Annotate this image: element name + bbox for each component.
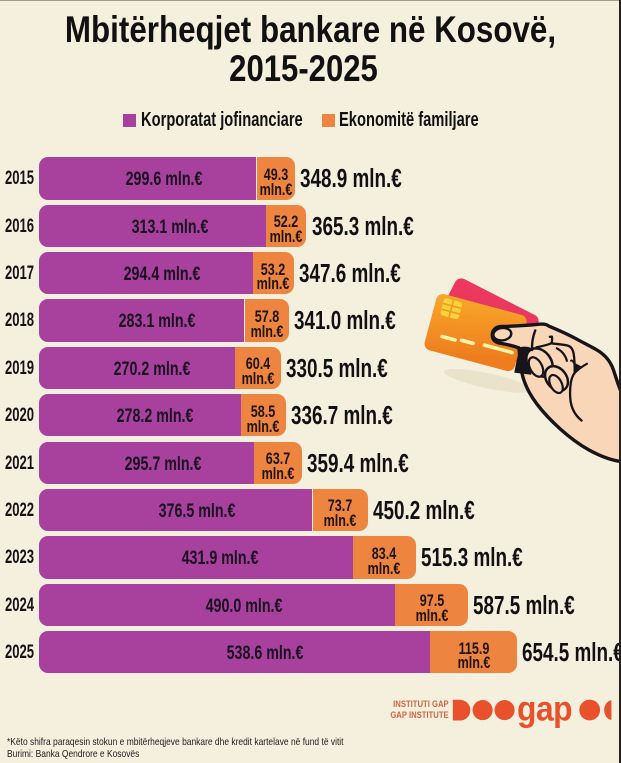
svg-text:gap: gap [517,692,572,729]
